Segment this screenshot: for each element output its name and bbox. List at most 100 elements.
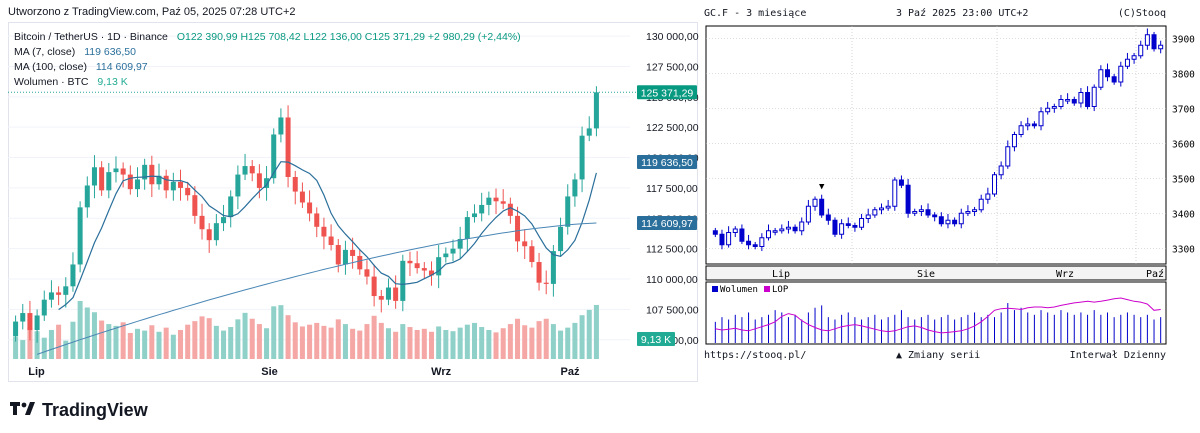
candle-body: [436, 257, 442, 276]
x-tick-label: Lip: [772, 269, 790, 280]
volume-bar: [335, 319, 341, 359]
volume-bar: [371, 315, 377, 359]
volume-bar: [428, 331, 434, 359]
volume-bar: [357, 330, 363, 359]
volume-bar: [192, 321, 198, 359]
candle-body: [759, 237, 765, 247]
candle-body: [785, 226, 791, 230]
candle-body: [450, 248, 456, 254]
candle-body: [550, 251, 556, 284]
candle-body: [1071, 99, 1077, 104]
candle-body: [1111, 76, 1117, 83]
candle-body: [1058, 99, 1064, 107]
stooq-date: 3 Paź 2025 23:00 UTC+2: [896, 8, 1029, 19]
volume-bar: [500, 328, 506, 359]
volume-bar: [565, 327, 571, 359]
volume-bar: [278, 305, 284, 359]
candle-body: [27, 313, 33, 331]
candle-body: [328, 236, 334, 246]
volume-bar: [127, 332, 133, 359]
candle-body: [1158, 44, 1164, 50]
candle-body: [393, 287, 399, 301]
volume-bar: [84, 307, 90, 359]
candle-body: [872, 209, 878, 216]
volume-bar: [120, 322, 126, 359]
volume-bar: [522, 325, 528, 359]
candle-body: [235, 174, 241, 197]
ohlc-values: O122 390,99 H125 708,42 L122 136,00 C125…: [176, 31, 521, 43]
candle-body: [712, 230, 718, 235]
ma100-line: [36, 222, 597, 355]
volume-bar: [170, 334, 176, 359]
y-tick-label: 130 000,00: [646, 31, 699, 43]
candle-body: [572, 179, 578, 197]
volume-bar: [493, 332, 499, 359]
tradingview-logo[interactable]: TradingView: [10, 400, 148, 421]
x-tick-label: Wrz: [1056, 269, 1074, 280]
stooq-copyright: (C)Stooq: [1117, 8, 1166, 19]
volume-bar: [199, 316, 205, 359]
candle-body: [938, 216, 944, 225]
candle-body: [985, 193, 991, 200]
candle-body: [314, 213, 320, 227]
volume-bar: [142, 330, 148, 359]
volume-bar: [271, 306, 277, 359]
candle-body: [958, 212, 964, 225]
candle-body: [486, 197, 492, 205]
candle-body: [472, 213, 478, 218]
candle-body: [99, 167, 105, 191]
tradingview-logo-icon: [10, 401, 36, 421]
volume-bar: [285, 315, 291, 359]
volume-bar: [321, 325, 327, 359]
y-tick-label: 3900: [1172, 34, 1195, 45]
candle-body: [1031, 123, 1037, 127]
candle-body: [271, 134, 277, 179]
candle-body: [120, 168, 126, 175]
candle-body: [1018, 125, 1024, 135]
stooq-url-link[interactable]: https://stooq.pl/: [704, 350, 807, 361]
volume-bar: [536, 321, 542, 359]
volume-bar: [41, 337, 47, 359]
volume-bar: [400, 324, 406, 359]
gold-chart-svg[interactable]: 3300 3400 3500 3600 3700 3800 3900 Lip Sie Wrz Paź…: [704, 0, 1200, 345]
candle-body: [213, 223, 219, 241]
volume-bar: [342, 324, 348, 359]
candle-body: [865, 214, 871, 219]
created-with-header: Utworzono z TradingView.com, Paź 05, 202…: [8, 6, 296, 18]
interval-label: Interwał Dzienny: [1069, 350, 1166, 361]
volume-tag: [637, 332, 675, 346]
candle-body: [1105, 69, 1110, 78]
candle-body: [457, 238, 463, 249]
x-tick-label: Paź: [1146, 268, 1164, 280]
ma100-label[interactable]: MA (100, close): [14, 61, 87, 73]
volume-bar: [472, 322, 478, 359]
volume-label[interactable]: Wolumen · BTC: [14, 76, 89, 88]
candle-body: [464, 217, 470, 239]
volume-tag-label: 9,13 K: [641, 334, 671, 346]
candle-body: [63, 286, 69, 295]
candle-body: [364, 269, 370, 277]
candle-body: [852, 225, 858, 228]
candle-body: [905, 184, 911, 214]
volume-bar: [457, 327, 463, 359]
candle-body: [819, 198, 825, 216]
candle-body: [752, 244, 758, 247]
volume-frame: [705, 281, 1167, 345]
candle-body: [278, 117, 284, 135]
ma7-label[interactable]: MA (7, close): [14, 46, 76, 58]
candle-body: [199, 215, 205, 230]
candle-body: [385, 287, 391, 300]
ma7-value: 119 636,50: [84, 46, 136, 58]
candle-body: [479, 204, 485, 214]
candle-body: [91, 167, 97, 186]
candle-body: [1065, 99, 1071, 102]
date-axis-frame: [705, 265, 1167, 281]
symbol-title[interactable]: Bitcoin / TetherUS · 1D · Binance: [14, 31, 168, 43]
series-changes-link[interactable]: ▲ Zmiany serii: [896, 350, 981, 361]
stooq-header: GC.F - 3 miesiące 3 Paź 2025 23:00 UTC+2…: [704, 8, 1166, 20]
candle-body: [378, 296, 384, 300]
y-tick-label: 3500: [1172, 174, 1195, 185]
volume-bar: [529, 327, 535, 359]
y-tick-label: 110 000,00: [646, 274, 698, 286]
